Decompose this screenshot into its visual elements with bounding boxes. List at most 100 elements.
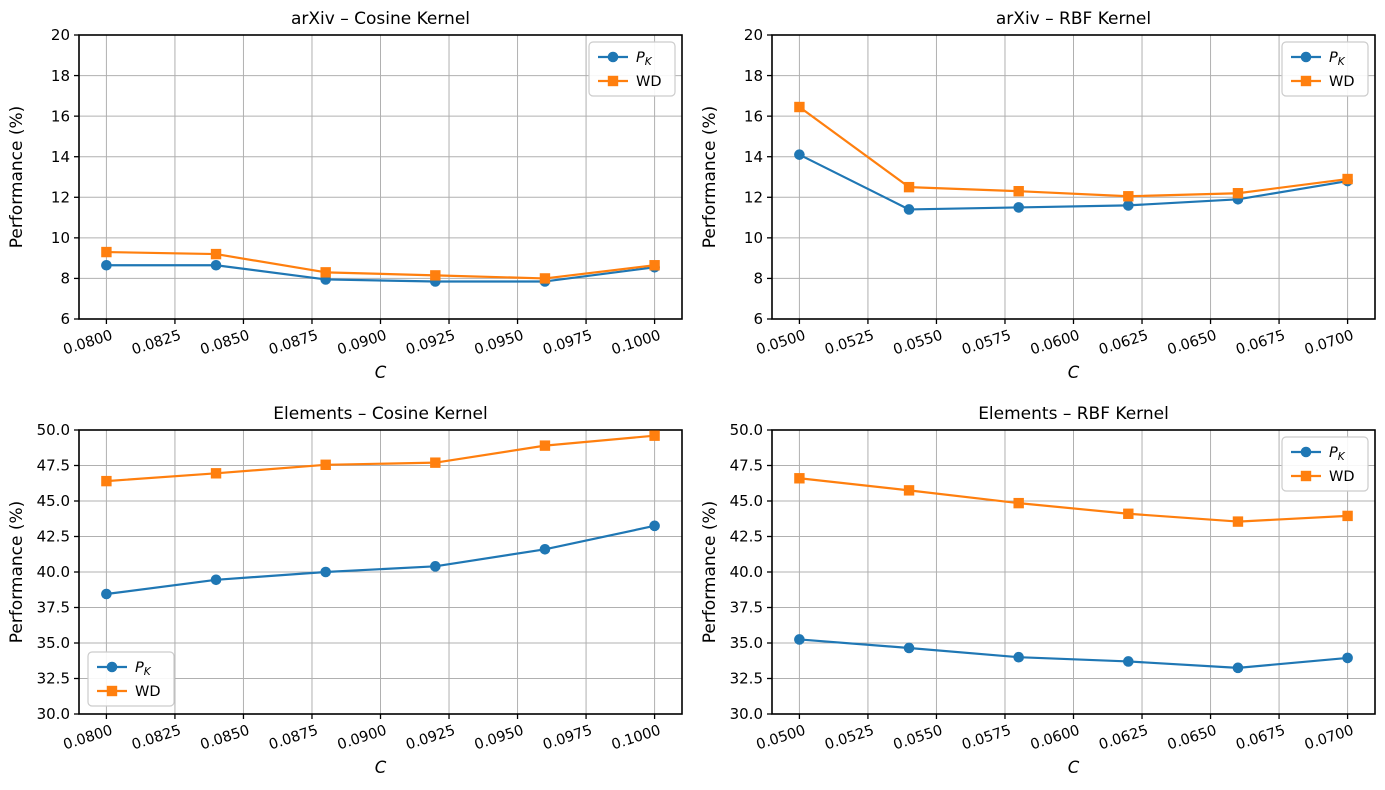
series-line-WD bbox=[798, 106, 1348, 198]
y-tick-label: 30.0 bbox=[730, 705, 763, 723]
data-point-P_K bbox=[794, 634, 805, 645]
y-tick-label: 50.0 bbox=[730, 421, 763, 439]
y-tick-label: 10 bbox=[51, 229, 70, 247]
data-point-WD bbox=[1013, 186, 1024, 197]
y-tick-label: 37.5 bbox=[730, 599, 763, 617]
data-point-WD bbox=[210, 248, 222, 260]
y-tick-label: 42.5 bbox=[730, 528, 763, 546]
y-tick-label: 42.5 bbox=[37, 528, 70, 546]
series-line-WD bbox=[106, 250, 655, 280]
legend-label-P_K: PK bbox=[1329, 50, 1346, 68]
y-tick-label: 40.0 bbox=[730, 563, 763, 581]
series-line-WD bbox=[106, 434, 655, 483]
y-tick-label: 45.0 bbox=[730, 492, 763, 510]
x-axis-label: C bbox=[1068, 758, 1080, 777]
legend: PK WD bbox=[588, 41, 676, 97]
legend-label-WD: WD bbox=[1329, 74, 1355, 90]
y-tick-label: 12 bbox=[744, 188, 763, 206]
data-point-WD bbox=[1013, 497, 1024, 509]
data-point-P_K bbox=[320, 566, 331, 578]
legend-label-P_K: PK bbox=[135, 660, 152, 678]
y-tick-label: 37.5 bbox=[37, 599, 70, 617]
data-point-WD bbox=[1342, 510, 1353, 522]
data-point-WD bbox=[210, 468, 222, 479]
legend-marker-square-icon bbox=[607, 75, 619, 87]
chart-canvas-elements-rbf: 0.0500 0.0525 0.0550 0.0575 0.0600 0.0625 0.06… bbox=[693, 395, 1385, 790]
y-axis-label: Performance (%) bbox=[700, 501, 720, 644]
legend: PK WD bbox=[87, 651, 175, 707]
series-line-P_K bbox=[106, 264, 655, 283]
y-tick-label: 18 bbox=[51, 67, 70, 85]
legend: PK WD bbox=[1281, 436, 1369, 492]
data-point-WD bbox=[794, 473, 805, 484]
data-point-WD bbox=[430, 270, 441, 281]
data-point-WD bbox=[101, 246, 112, 258]
series-line-WD bbox=[799, 477, 1348, 523]
chart-title: Elements – RBF Kernel bbox=[978, 404, 1169, 424]
legend-marker-square-icon bbox=[1300, 470, 1312, 482]
y-tick-label: 20 bbox=[744, 26, 763, 44]
data-point-P_K bbox=[430, 561, 441, 572]
series-line-P_K bbox=[106, 524, 655, 596]
data-point-WD bbox=[1232, 188, 1244, 199]
legend-marker-circle-icon bbox=[106, 661, 118, 673]
legend-box bbox=[1281, 41, 1369, 97]
y-tick-label: 50.0 bbox=[37, 421, 70, 439]
x-axis-label: C bbox=[1068, 363, 1080, 382]
chart-canvas-arxiv-cosine: 0.0800 0.0825 0.0850 0.0875 0.0900 0.0925 0.09… bbox=[0, 0, 692, 395]
y-tick-label: 8 bbox=[753, 270, 763, 288]
subplot-arxiv-cosine-kernel: 0.0800 0.0825 0.0850 0.0875 0.0900 0.0925 0.09… bbox=[0, 0, 692, 395]
data-point-WD bbox=[903, 181, 915, 193]
data-point-P_K bbox=[903, 642, 915, 654]
x-axis-label: C bbox=[375, 758, 387, 777]
y-tick-label: 14 bbox=[51, 148, 70, 166]
legend-label-WD: WD bbox=[636, 74, 662, 90]
legend-box bbox=[588, 41, 676, 97]
legend-label-WD: WD bbox=[1329, 469, 1355, 485]
data-point-P_K bbox=[101, 259, 112, 271]
data-point-P_K bbox=[1013, 651, 1024, 663]
y-tick-label: 47.5 bbox=[37, 457, 70, 475]
data-point-WD bbox=[1232, 516, 1244, 527]
data-point-P_K bbox=[210, 574, 222, 586]
data-point-P_K bbox=[1342, 652, 1353, 664]
legend-marker-circle-icon bbox=[1300, 446, 1312, 458]
data-point-P_K bbox=[794, 149, 805, 160]
y-tick-label: 47.5 bbox=[730, 457, 763, 475]
legend-box bbox=[1281, 436, 1369, 492]
data-point-WD bbox=[903, 485, 915, 496]
legend-marker-circle-icon bbox=[1300, 51, 1312, 63]
y-tick-label: 14 bbox=[744, 148, 763, 166]
legend: PK WD bbox=[1281, 41, 1369, 97]
data-point-P_K bbox=[210, 259, 222, 271]
data-point-WD bbox=[649, 260, 660, 271]
y-tick-label: 8 bbox=[60, 270, 70, 288]
series-line-P_K bbox=[799, 638, 1348, 669]
data-point-WD bbox=[539, 273, 551, 284]
y-axis-label: Performance (%) bbox=[700, 106, 720, 249]
subplot-elements-rbf-kernel: 0.0500 0.0525 0.0550 0.0575 0.0600 0.0625 0.06… bbox=[693, 395, 1385, 790]
y-tick-label: 30.0 bbox=[37, 705, 70, 723]
data-point-P_K bbox=[539, 543, 551, 555]
chart-title: Elements – Cosine Kernel bbox=[273, 404, 487, 424]
y-tick-label: 18 bbox=[744, 67, 763, 85]
series-line-P_K bbox=[798, 153, 1348, 211]
data-point-P_K bbox=[101, 588, 112, 600]
y-tick-label: 6 bbox=[753, 310, 763, 328]
subplot-arxiv-rbf-kernel: 0.0500 0.0525 0.0550 0.0575 0.0600 0.0625 0.06… bbox=[693, 0, 1385, 395]
data-point-P_K bbox=[1123, 200, 1134, 211]
chart-background bbox=[693, 395, 1385, 790]
legend-label-WD: WD bbox=[135, 684, 161, 700]
data-point-P_K bbox=[649, 520, 660, 532]
data-point-P_K bbox=[1232, 662, 1244, 674]
y-tick-label: 35.0 bbox=[730, 634, 763, 652]
chart-title: arXiv – Cosine Kernel bbox=[291, 9, 470, 29]
data-point-WD bbox=[101, 475, 112, 487]
y-axis-label: Performance (%) bbox=[7, 501, 27, 644]
data-point-WD bbox=[794, 101, 805, 113]
y-tick-label: 10 bbox=[744, 229, 763, 247]
y-tick-label: 45.0 bbox=[37, 492, 70, 510]
chart-canvas-arxiv-rbf: 0.0500 0.0525 0.0550 0.0575 0.0600 0.0625 0.06… bbox=[693, 0, 1385, 395]
y-tick-label: 6 bbox=[60, 310, 70, 328]
